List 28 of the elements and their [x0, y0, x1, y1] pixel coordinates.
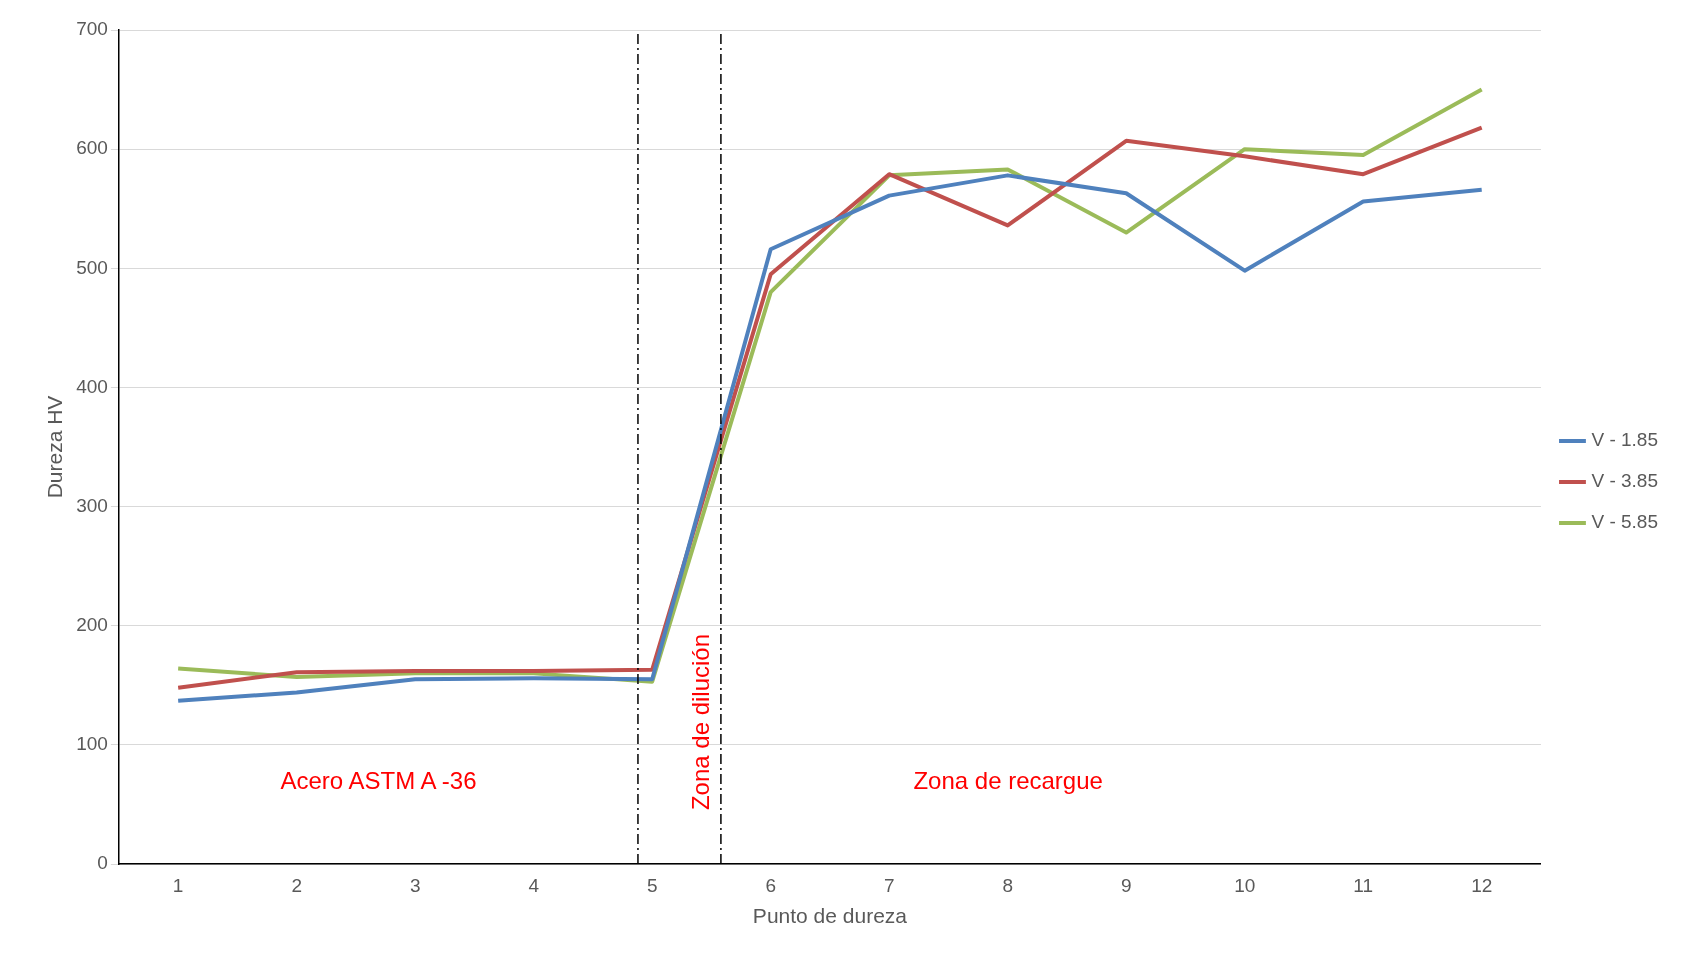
x-tick-label: 6 — [765, 874, 776, 896]
x-tick-label: 2 — [291, 874, 302, 896]
legend-label: V - 3.85 — [1591, 470, 1659, 492]
y-tick-label: 400 — [76, 375, 108, 397]
x-tick-label: 8 — [1002, 874, 1013, 896]
y-tick-label: 200 — [76, 613, 108, 635]
y-tick-label: 100 — [76, 733, 108, 755]
x-axis-title: Punto de dureza — [752, 904, 908, 928]
x-tick-label: 3 — [409, 874, 421, 896]
y-tick-label: 700 — [76, 18, 108, 40]
y-axis-title: Dureza HV — [43, 395, 67, 499]
legend-label: V - 1.85 — [1591, 429, 1659, 451]
x-tick-label: 4 — [528, 874, 540, 896]
annotation: Zona de dilución — [687, 634, 715, 811]
x-tick-label: 10 — [1234, 874, 1256, 896]
x-tick-label: 5 — [646, 874, 658, 896]
annotation: Acero ASTM A -36 — [280, 766, 477, 794]
y-tick-label: 300 — [76, 494, 108, 516]
x-tick-label: 9 — [1120, 874, 1132, 896]
y-tick-label: 500 — [76, 256, 108, 278]
x-tick-label: 12 — [1471, 874, 1493, 896]
x-tick-label: 11 — [1353, 874, 1374, 896]
x-tick-label: 1 — [172, 874, 184, 896]
annotation: Zona de recargue — [913, 766, 1103, 794]
x-tick-label: 7 — [883, 874, 895, 896]
legend-label: V - 5.85 — [1591, 511, 1659, 533]
y-tick-label: 0 — [97, 852, 108, 874]
y-tick-label: 600 — [76, 137, 108, 159]
